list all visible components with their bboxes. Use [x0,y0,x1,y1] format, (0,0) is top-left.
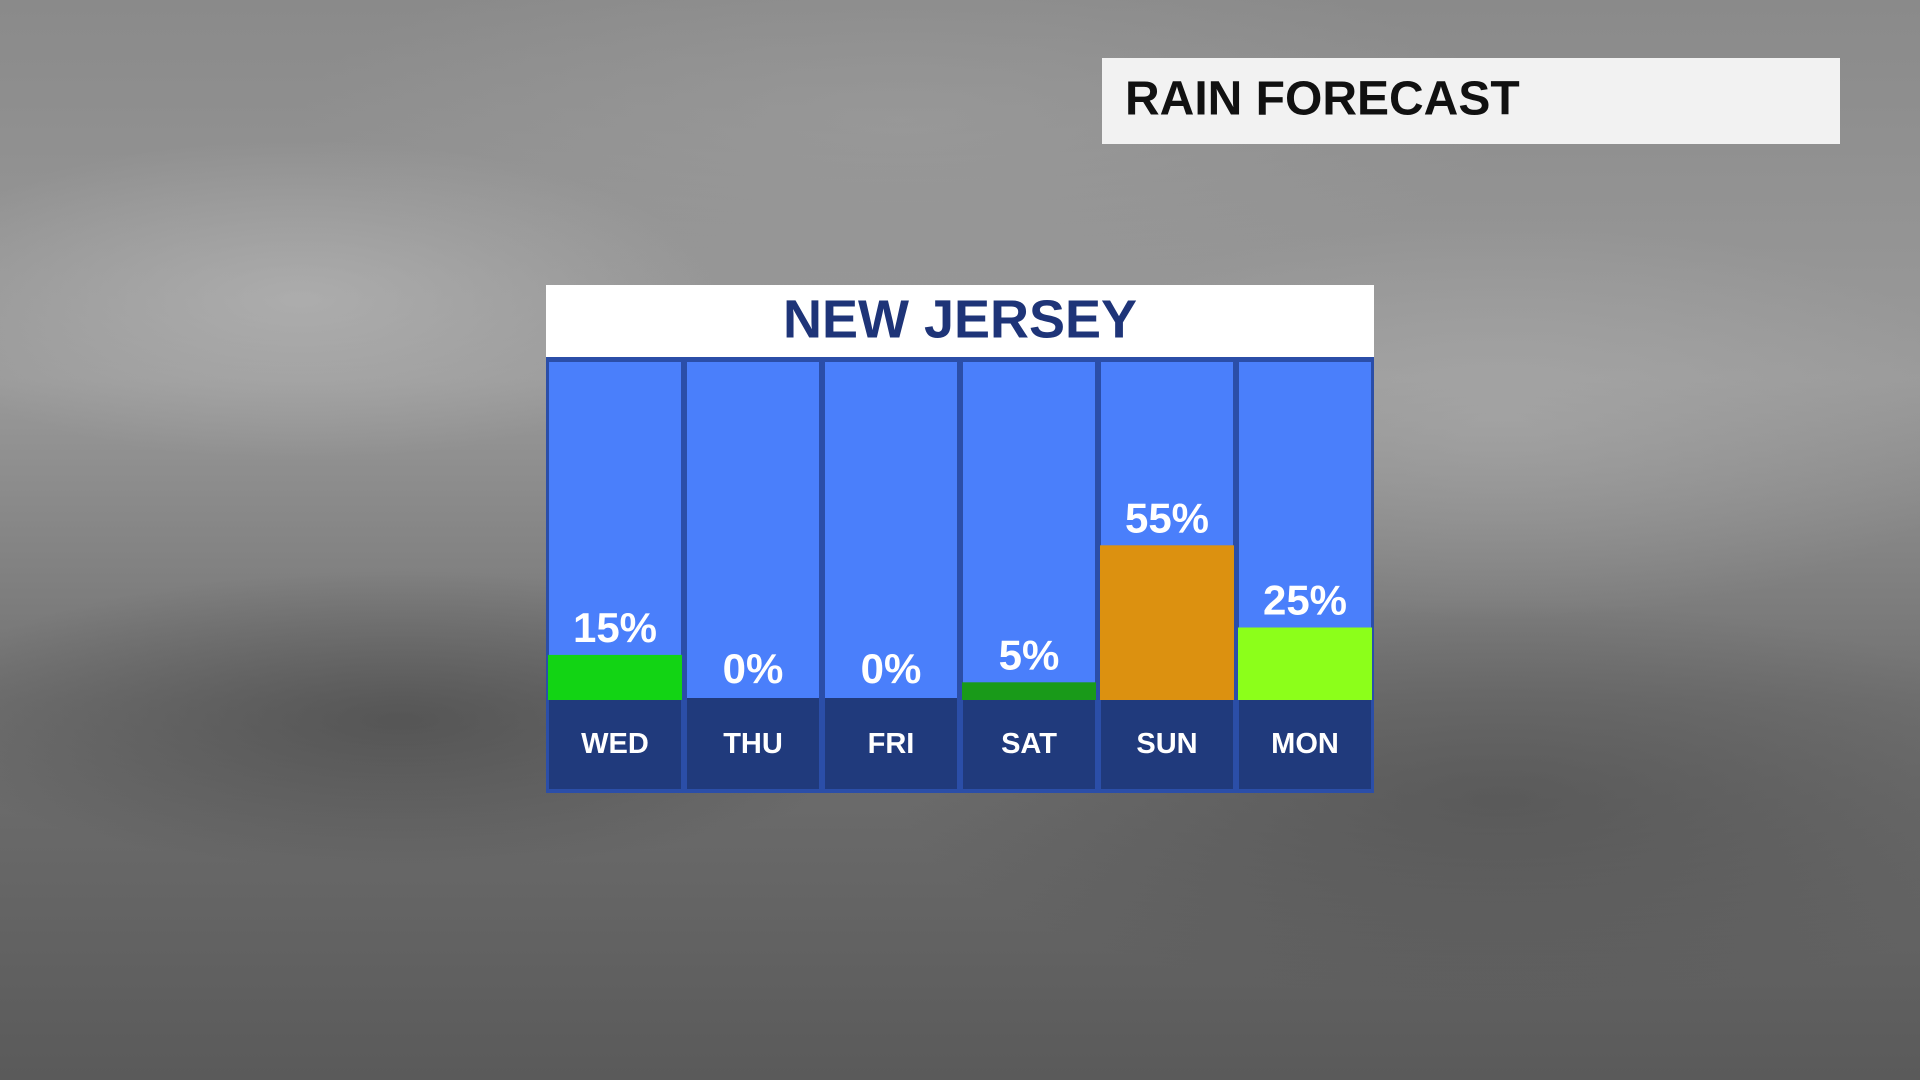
value-label: 25% [1263,577,1347,624]
day-box [963,698,1095,789]
bar [548,654,682,701]
x-tick-label: SUN [1136,728,1197,760]
panel [546,285,1374,793]
column [825,362,957,698]
column [687,362,819,698]
header-title: RAIN FORECAST [1125,73,1520,126]
x-tick-label: THU [723,728,783,760]
x-tick-label: SAT [1001,728,1057,760]
bar [1238,627,1372,700]
x-tick-label: WED [581,728,649,760]
bar [1100,545,1234,700]
column [549,362,681,698]
column [963,362,1095,698]
day-box [549,698,681,789]
value-label: 0% [723,645,784,692]
bar [962,682,1096,700]
value-label: 15% [573,604,657,651]
x-tick-label: MON [1271,728,1339,760]
day-box [825,698,957,789]
chart-title: NEW JERSEY [783,289,1137,349]
value-label: 55% [1125,494,1209,541]
day-box [1239,698,1371,789]
panel-title-box [546,285,1374,357]
value-label: 0% [861,645,922,692]
day-box [687,698,819,789]
value-label: 5% [999,631,1060,678]
day-box [1101,698,1233,789]
header-box [1102,58,1840,144]
x-tick-label: FRI [868,728,915,760]
